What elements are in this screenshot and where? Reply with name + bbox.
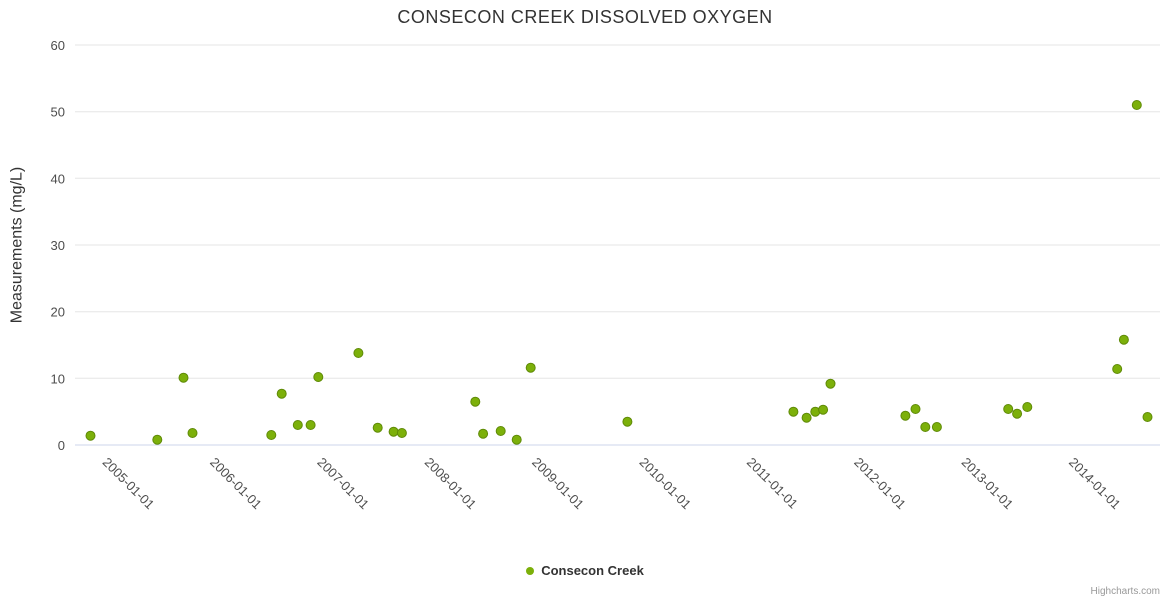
y-tick-label: 0 (58, 438, 65, 453)
data-point[interactable]: Consecon Creek: 2012-07-16, 5.4 (910, 404, 921, 414)
data-point[interactable]: Consecon Creek: 2008-06-10, 6.5 (470, 396, 481, 407)
x-tick-label: 2010-01-01 (636, 455, 694, 513)
data-point[interactable]: Consecon Creek: 2014-08-08, 51 (1131, 100, 1142, 110)
data-point[interactable]: Consecon Creek: 2008-09-05, 2.1 (495, 426, 506, 436)
x-tick-label: 2012-01-01 (851, 455, 909, 513)
data-point[interactable]: Consecon Creek: 2014-09-14, 4.2 (1142, 412, 1153, 422)
data-point[interactable]: Consecon Creek: 2007-05-08, 13.8 (353, 348, 364, 358)
x-tick-label: 2009-01-01 (529, 455, 587, 513)
data-point[interactable]: Consecon Creek: 2012-09-28, 2.7 (931, 422, 942, 432)
data-point[interactable]: Consecon Creek: 2006-12-24, 10.2 (313, 372, 324, 382)
x-tick-label: 2014-01-01 (1066, 455, 1124, 513)
data-point[interactable]: Consecon Creek: 2011-05-27, 5 (788, 406, 799, 417)
highcharts-credits-link[interactable]: Highcharts.com (1090, 586, 1160, 597)
x-tick-label: 2006-01-01 (207, 455, 265, 513)
data-point[interactable]: Consecon Creek: 2008-07-06, 1.7 (478, 428, 489, 439)
y-tick-label: 50 (51, 105, 65, 120)
x-tick-label: 2008-01-01 (422, 455, 480, 513)
y-tick-label: 10 (51, 371, 65, 386)
data-point[interactable]: Consecon Creek: 2011-07-11, 4.1 (801, 412, 812, 423)
chart-title: CONSECON CREEK DISSOLVED OXYGEN (397, 7, 773, 27)
data-point[interactable]: Consecon Creek: 2006-07-16, 1.5 (266, 430, 277, 440)
data-point[interactable]: Consecon Creek: 2011-10-01, 9.2 (825, 378, 836, 389)
data-point[interactable]: Consecon Creek: 2012-08-19, 2.7 (920, 422, 931, 432)
legend-label: Consecon Creek (541, 563, 644, 578)
legend-item[interactable]: Consecon Creek (0, 563, 1170, 578)
y-tick-label: 60 (51, 38, 65, 53)
data-point[interactable]: Consecon Creek: 2005-10-22, 1.8 (187, 428, 198, 438)
data-point[interactable]: Consecon Creek: 2005-09-22, 10.1 (178, 372, 189, 383)
data-point[interactable]: Consecon Creek: 2009-11-10, 3.5 (622, 416, 633, 427)
data-point[interactable]: Consecon Creek: 2007-09-06, 2 (388, 426, 399, 437)
data-point[interactable]: Consecon Creek: 2014-06-25, 15.8 (1118, 334, 1129, 345)
data-point[interactable]: Consecon Creek: 2004-11-10, 1.4 (85, 430, 96, 441)
data-point[interactable]: Consecon Creek: 2012-06-12, 4.4 (900, 410, 911, 421)
data-point[interactable]: Consecon Creek: 2013-07-31, 5.7 (1022, 402, 1033, 412)
data-point[interactable]: Consecon Creek: 2006-10-15, 3 (292, 420, 303, 430)
data-point[interactable]: Consecon Creek: 2014-06-02, 11.4 (1112, 364, 1123, 374)
data-point[interactable]: Consecon Creek: 2007-10-04, 1.8 (396, 428, 407, 438)
x-tick-label: 2011-01-01 (744, 455, 801, 512)
data-point[interactable]: Consecon Creek: 2011-09-06, 5.3 (818, 404, 829, 415)
y-tick-label: 30 (51, 238, 65, 253)
y-tick-label: 40 (51, 171, 65, 186)
data-point[interactable]: Consecon Creek: 2008-10-29, 0.8 (511, 434, 522, 445)
data-point[interactable]: Consecon Creek: 2008-12-16, 11.6 (525, 362, 536, 373)
data-point[interactable]: Consecon Creek: 2013-06-27, 4.7 (1012, 408, 1023, 419)
data-point[interactable]: Consecon Creek: 2007-07-13, 2.6 (372, 422, 383, 433)
x-tick-label: 2005-01-01 (100, 455, 158, 513)
data-point[interactable]: Consecon Creek: 2005-06-24, 0.8 (152, 434, 163, 445)
x-tick-label: 2007-01-01 (314, 455, 372, 513)
legend-marker-icon (526, 566, 535, 575)
data-point[interactable]: Consecon Creek: 2006-08-21, 7.7 (276, 388, 287, 399)
data-point[interactable]: Consecon Creek: 2013-05-27, 5.4 (1003, 404, 1014, 414)
data-point[interactable]: Consecon Creek: 2006-11-28, 3 (305, 420, 316, 430)
x-tick-label: 2013-01-01 (959, 455, 1017, 513)
y-tick-label: 20 (51, 305, 65, 320)
